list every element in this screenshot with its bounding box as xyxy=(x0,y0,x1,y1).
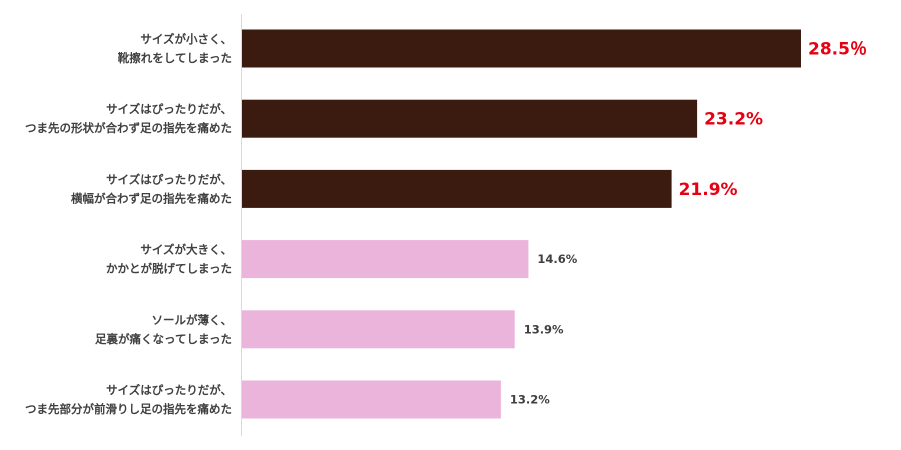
labels-layer: 28.5％サイズが小さく、靴擦れをしてしまった23.2%サイズはぴったりだが、つ… xyxy=(25,32,867,416)
value-label-1: 28.5％ xyxy=(808,40,867,60)
category-label-line: サイズはぴったりだが、 xyxy=(106,102,232,116)
bar-4 xyxy=(242,240,529,279)
category-label-line: つま先部分が前滑りし足の指先を痛めた xyxy=(25,402,232,416)
category-label-6: サイズはぴったりだが、つま先部分が前滑りし足の指先を痛めた xyxy=(25,383,232,416)
bar-6 xyxy=(242,380,501,419)
bar-2 xyxy=(242,99,698,138)
category-label-line: サイズが小さく、 xyxy=(140,32,232,46)
category-label-2: サイズはぴったりだが、つま先の形状が合わず足の指先を痛めた xyxy=(25,102,232,135)
category-label-line: 靴擦れをしてしまった xyxy=(118,51,232,65)
bar-5 xyxy=(242,310,515,349)
value-label-4: 14.6% xyxy=(537,252,577,266)
category-label-line: サイズはぴったりだが、 xyxy=(106,383,232,397)
category-label-line: 足裏が痛くなってしまった xyxy=(95,332,232,346)
value-label-6: 13.2% xyxy=(510,393,550,407)
value-label-2: 23.2% xyxy=(704,110,763,130)
category-label-4: サイズが大きく、かかとが脱げてしまった xyxy=(106,243,232,276)
bar-1 xyxy=(242,29,801,68)
category-label-line: つま先の形状が合わず足の指先を痛めた xyxy=(25,121,232,135)
bar-3 xyxy=(242,169,672,208)
value-label-3: 21.9% xyxy=(679,180,738,200)
category-label-line: かかとが脱げてしまった xyxy=(106,262,232,276)
bars-layer xyxy=(242,29,801,419)
value-label-5: 13.9% xyxy=(524,322,564,336)
category-label-5: ソールが薄く、足裏が痛くなってしまった xyxy=(95,313,232,346)
category-label-line: ソールが薄く、 xyxy=(152,313,233,327)
category-label-line: サイズが大きく、 xyxy=(140,243,232,257)
category-label-1: サイズが小さく、靴擦れをしてしまった xyxy=(118,32,232,65)
category-label-line: サイズはぴったりだが、 xyxy=(106,172,232,186)
category-label-3: サイズはぴったりだが、横幅が合わず足の指先を痛めた xyxy=(71,172,232,205)
category-label-line: 横幅が合わず足の指先を痛めた xyxy=(71,191,232,205)
